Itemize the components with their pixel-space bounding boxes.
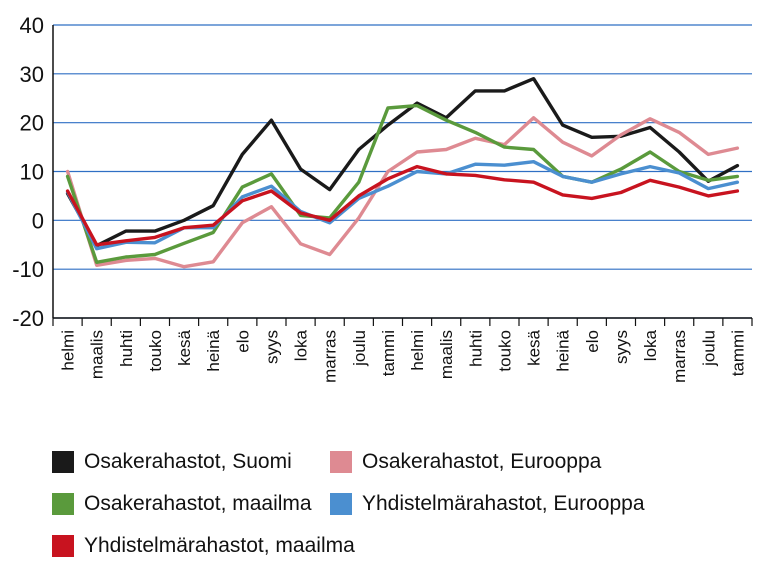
x-tick-label: loka — [292, 329, 311, 361]
x-tick-label: marras — [321, 330, 340, 383]
x-tick-label: heinä — [554, 329, 573, 371]
legend-label: Osakerahastot, maailma — [84, 492, 312, 515]
legend-swatch — [52, 493, 74, 515]
legend-swatch — [330, 451, 352, 473]
y-tick-label: 0 — [32, 208, 44, 233]
x-axis: helmi maalis huhti touko kesä heinä elo syys lok… — [52, 317, 753, 383]
y-tick-label: -20 — [12, 306, 44, 331]
x-tick-label: maalis — [437, 330, 456, 379]
legend-label: Yhdistelmärahastot, Eurooppa — [362, 492, 645, 515]
y-tick-label: 40 — [20, 13, 44, 38]
y-tick-label: 10 — [20, 160, 44, 185]
y-axis: 40 30 20 10 0 -10 -20 — [12, 13, 54, 331]
x-tick-label: touko — [495, 330, 514, 372]
x-tick-label: marras — [670, 330, 689, 383]
x-tick-label: tammi — [379, 330, 398, 376]
x-tick-label: huhti — [117, 330, 136, 367]
x-tick-label: heinä — [204, 329, 223, 371]
legend-label: Yhdistelmärahastot, maailma — [84, 534, 355, 557]
x-tick-label: syys — [262, 330, 281, 364]
x-tick-label: syys — [612, 330, 631, 364]
x-tick-label: huhti — [466, 330, 485, 367]
x-tick-label: maalis — [88, 330, 107, 379]
series-line-3 — [65, 103, 740, 264]
x-tick-label: helmi — [59, 330, 78, 371]
series-line-5 — [65, 164, 740, 247]
x-tick-label: joulu — [350, 330, 369, 367]
x-tick-label: joulu — [699, 330, 718, 367]
legend-label: Osakerahastot, Suomi — [84, 450, 292, 473]
legend-item: Osakerahastot, Eurooppa — [330, 450, 601, 474]
y-tick-label: 30 — [20, 62, 44, 87]
x-tick-label: touko — [146, 330, 165, 372]
legend-swatch — [52, 451, 74, 473]
legend: Osakerahastot, Suomi Osakerahastot, Euroo… — [0, 440, 770, 572]
legend-label: Osakerahastot, Eurooppa — [362, 450, 602, 473]
legend-swatch — [52, 535, 74, 557]
x-tick-label: kesä — [175, 329, 194, 365]
x-tick-label: elo — [583, 330, 602, 353]
x-tick-label: elo — [233, 330, 252, 353]
x-tick-label: helmi — [408, 330, 427, 371]
series-line-1 — [65, 76, 740, 248]
x-tick-label: kesä — [525, 329, 544, 365]
legend-item: Yhdistelmärahastot, Eurooppa — [330, 492, 645, 516]
series-line-4 — [65, 159, 740, 251]
legend-item: Osakerahastot, maailma — [52, 492, 312, 516]
legend-item: Osakerahastot, Suomi — [52, 450, 292, 474]
x-tick-label: tammi — [728, 330, 747, 376]
line-chart: 40 30 20 10 0 -10 -20 helmi maalis huhti touko kes… — [12, 13, 753, 383]
legend-item: Yhdistelmärahastot, maailma — [52, 534, 355, 558]
x-tick-label: loka — [641, 329, 660, 361]
legend-swatch — [330, 493, 352, 515]
y-tick-label: -10 — [12, 257, 44, 282]
series-line-2 — [65, 116, 740, 269]
series-lines — [65, 76, 740, 269]
y-tick-label: 20 — [20, 111, 44, 136]
